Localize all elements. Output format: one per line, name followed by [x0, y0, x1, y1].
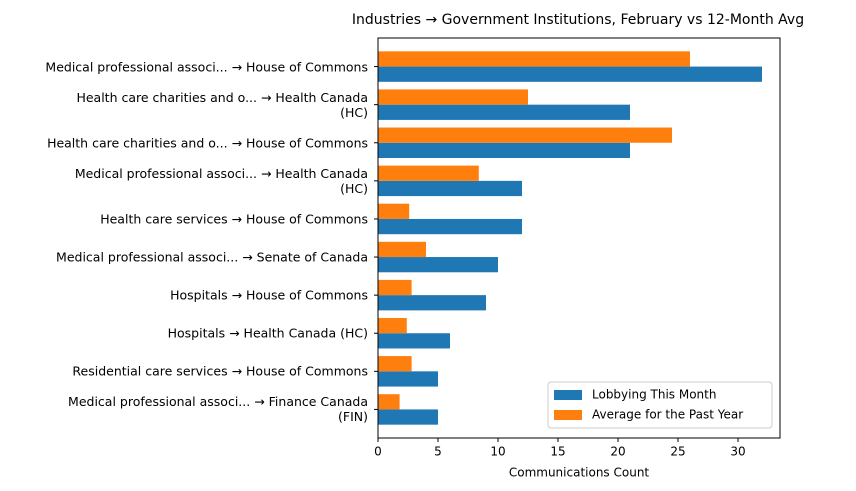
legend-swatch — [554, 410, 582, 420]
bar — [378, 127, 672, 143]
y-tick-label: Health care charities and o... → Health … — [76, 89, 368, 120]
bar — [378, 295, 486, 311]
bar — [378, 241, 426, 258]
bar — [378, 51, 690, 67]
x-tick-label: 0 — [374, 445, 382, 459]
bar — [378, 89, 528, 105]
bar — [378, 409, 438, 425]
bar — [378, 318, 407, 334]
y-tick-label: Medical professional associ... → Finance… — [68, 394, 368, 425]
x-tick-label: 20 — [610, 445, 625, 459]
plot-frame — [377, 37, 781, 439]
x-tick-label: 25 — [670, 445, 685, 459]
legend-swatch — [554, 390, 582, 400]
x-tick-label: 15 — [550, 445, 565, 459]
x-tick-label: 5 — [434, 445, 442, 459]
bar — [378, 218, 522, 235]
bar — [378, 279, 412, 296]
chart-title: Industries → Government Institutions, Fe… — [352, 12, 804, 28]
bar — [378, 165, 479, 181]
legend-label: Average for the Past Year — [592, 408, 743, 422]
bar — [378, 66, 762, 82]
y-tick-label: Hospitals → House of Commons — [170, 287, 368, 303]
legend-box — [547, 381, 773, 429]
bar — [378, 104, 630, 120]
x-axis-label: Communications Count — [509, 466, 650, 480]
bar — [378, 142, 630, 158]
bar — [378, 180, 522, 197]
legend-label: Lobbying This Month — [592, 388, 716, 402]
y-tick-label: Medical professional associ... → House o… — [45, 59, 368, 75]
bar — [378, 394, 400, 410]
bar — [378, 356, 412, 372]
bar — [378, 203, 410, 219]
x-tick-label: 30 — [730, 445, 745, 459]
x-tick-label: 10 — [490, 445, 505, 459]
y-tick-label: Residential care services → House of Com… — [72, 363, 368, 379]
y-tick-label: Health care services → House of Commons — [100, 211, 368, 227]
bar — [378, 333, 450, 349]
bar — [378, 257, 498, 273]
y-tick-label: Hospitals → Health Canada (HC) — [167, 325, 368, 341]
y-tick-label: Medical professional associ... → Senate … — [56, 249, 368, 265]
y-tick-label: Health care charities and o... → House o… — [47, 135, 368, 151]
bar — [378, 371, 438, 387]
y-tick-label: Medical professional associ... → Health … — [74, 165, 368, 196]
